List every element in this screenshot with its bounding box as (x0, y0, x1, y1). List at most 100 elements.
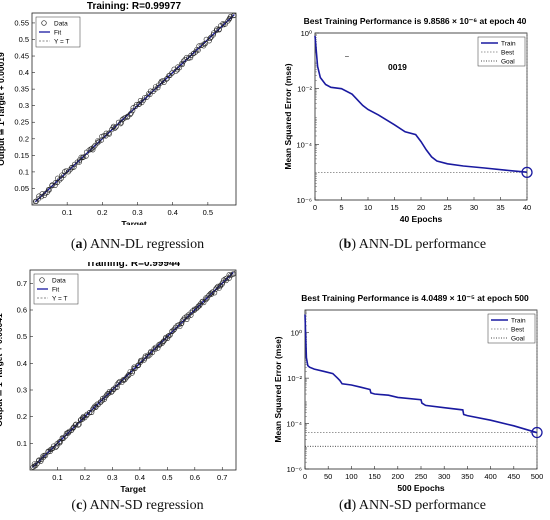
caption-c: (c) ANN-SD regression (71, 498, 204, 513)
y-axis-label: Mean Squared Error (mse) (275, 336, 283, 442)
x-tick-label: 0.5 (162, 473, 172, 482)
legend-data-label: Data (54, 21, 68, 28)
data-point (73, 421, 79, 427)
data-point (166, 333, 172, 339)
y-tick-label: 0.25 (14, 118, 29, 127)
data-point (222, 21, 228, 27)
data-point (149, 349, 156, 355)
legend-best-label: Best (511, 327, 524, 334)
data-point (140, 97, 147, 103)
legend: Train Best Goal (487, 313, 536, 344)
data-point (135, 362, 142, 368)
y-tick-label: 0.6 (17, 306, 27, 315)
chart-title: Best Training Performance is 9.8586 × 10… (304, 16, 527, 26)
data-point (132, 365, 138, 371)
panel-ann-dl-regression: Training: R=0.99977 0.1 0.2 0.3 0.4 0.5 0.05 0.… (0, 0, 275, 230)
y-tick-label: 0.2 (19, 134, 29, 143)
data-point (152, 84, 159, 90)
x-tick-label: 40 (523, 203, 531, 212)
y-tick-label: 0.5 (17, 332, 27, 341)
data-point (98, 137, 105, 143)
data-point (122, 115, 128, 121)
y-tick-label: 0.4 (19, 68, 29, 77)
data-point (113, 124, 119, 130)
caption-a-text: ANN-DL regression (89, 237, 205, 252)
x-axis-label: 500 Epochs (397, 483, 445, 493)
x-tick-label: 0.6 (190, 473, 200, 482)
data-point (65, 430, 71, 436)
data-point (128, 110, 134, 116)
x-tick-label: 50 (324, 472, 332, 481)
caption-d: (d) ANN-SD performance (339, 498, 486, 513)
legend-goal-label: Goal (501, 59, 515, 66)
data-point (114, 384, 120, 390)
data-point (30, 464, 36, 470)
x-tick-label: 500 (531, 472, 544, 481)
y-tick-label: 0.3 (19, 101, 29, 110)
y-tick-label: 0.1 (19, 167, 29, 176)
legend-fit-label: Fit (52, 287, 59, 294)
y-tick-label: 10⁻⁴ (296, 140, 312, 149)
data-point (49, 183, 55, 189)
data-point (152, 344, 159, 350)
caption-d-text: ANN-SD performance (358, 498, 486, 513)
data-point (130, 107, 136, 114)
x-tick-label: 30 (470, 203, 478, 212)
caption-c-text: ANN-SD regression (89, 498, 204, 513)
data-point (220, 20, 226, 27)
legend: Data Fit Y = T (33, 273, 79, 305)
data-point (83, 153, 89, 159)
legend-goal-label: Goal (511, 336, 525, 343)
x-axis-label: Target (121, 219, 147, 225)
legend: Train Best Goal (477, 36, 526, 67)
data-point (86, 147, 92, 153)
caption-d-letter: d (343, 498, 352, 513)
data-point (156, 341, 162, 348)
data-point (53, 444, 59, 450)
data-point (144, 94, 150, 100)
panel-ann-sd-performance: Best Training Performance is 4.0489 × 10… (273, 262, 550, 499)
data-point (214, 284, 220, 291)
data-point (173, 68, 179, 74)
y-axis-label: Mean Squared Error (mse) (283, 63, 293, 169)
legend-best-label: Best (501, 50, 514, 57)
caption-b-text: ANN-DL performance (358, 237, 487, 252)
data-point (203, 36, 209, 42)
y-axis-label: Output ≅ 1*Target + 0.00041 (0, 313, 4, 427)
y-tick-label: 10⁻⁶ (297, 196, 312, 205)
data-point (226, 275, 232, 281)
data-point (211, 30, 217, 36)
data-point (176, 65, 183, 71)
caption-a-letter: a (75, 237, 83, 252)
x-tick-label: 0 (303, 472, 307, 481)
data-point (231, 12, 237, 18)
legend-identity-label: Y = T (52, 296, 68, 303)
data-point (184, 316, 190, 322)
panel-ann-sd-regression: Training: R=0.99944 0.1 0.2 0.3 0.4 0.5 0.6 0.7… (0, 258, 275, 499)
data-point (198, 42, 204, 48)
data-point (225, 18, 231, 24)
data-point (141, 357, 147, 363)
y-tick-label: 0.15 (14, 151, 29, 160)
x-tick-label: 15 (390, 203, 398, 212)
x-tick-label: 25 (443, 203, 451, 212)
data-point (116, 380, 122, 386)
data-point (127, 111, 133, 118)
data-point (91, 144, 97, 150)
performance-chart-b: Best Training Performance is 9.8586 × 10… (283, 16, 533, 224)
train-line (304, 314, 538, 434)
chart-title: Best Training Performance is 4.0489 × 10… (301, 293, 529, 303)
stray-code-label: 0019 (388, 62, 407, 72)
data-point (72, 422, 78, 428)
x-tick-label: 0.4 (135, 473, 145, 482)
data-point (62, 169, 68, 175)
data-point (75, 422, 81, 428)
x-tick-label: 0.4 (167, 208, 177, 217)
data-point (112, 125, 118, 131)
data-point (165, 335, 171, 341)
data-point (50, 445, 56, 452)
x-tick-label: 300 (438, 472, 451, 481)
data-point (134, 101, 140, 108)
legend-identity-label: Y = T (54, 39, 70, 46)
y-tick-label: 0.2 (17, 412, 27, 421)
